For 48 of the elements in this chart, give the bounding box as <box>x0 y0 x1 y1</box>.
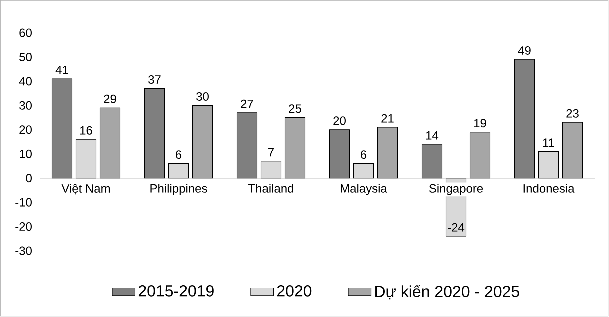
data-label: 30 <box>196 92 209 101</box>
data-label: 49 <box>518 46 531 55</box>
bar <box>377 127 398 179</box>
bar <box>284 118 306 179</box>
data-label: 27 <box>241 100 254 108</box>
bar <box>192 105 214 179</box>
data-label: 16 <box>80 126 92 135</box>
legend-label: 2020 <box>277 286 312 297</box>
data-label: 14 <box>426 131 439 140</box>
data-label: 6 <box>176 150 182 160</box>
x-tick-label: Philippines <box>150 184 208 196</box>
y-tick-label: -10 <box>16 198 32 207</box>
bar <box>76 139 97 179</box>
bar <box>562 122 584 179</box>
y-tick-label: -30 <box>16 246 32 256</box>
y-tick-label: 40 <box>19 77 32 86</box>
data-label: 29 <box>104 94 116 104</box>
data-label: 11 <box>543 138 554 147</box>
data-label: 19 <box>474 119 486 128</box>
x-tick-label: Indonesia <box>524 184 575 193</box>
data-label: 7 <box>268 148 274 157</box>
y-tick-label: 0 <box>26 174 32 183</box>
data-label: 21 <box>382 114 394 123</box>
x-tick-label: Việt Nam <box>62 184 110 195</box>
bar <box>470 132 491 179</box>
legend-label: 2015-2019 <box>138 286 214 297</box>
x-tick-label: Singapore <box>429 184 484 196</box>
bar <box>260 161 282 179</box>
y-tick-label: -20 <box>16 222 32 232</box>
data-label: 41 <box>56 66 68 74</box>
data-label: 20 <box>334 116 346 126</box>
bar <box>538 151 560 179</box>
bar <box>100 108 121 179</box>
data-label: 25 <box>289 104 302 114</box>
bar <box>168 164 190 179</box>
legend-label: Dự kiến 2020 - 2025 <box>376 284 520 300</box>
y-tick-label: 30 <box>20 101 32 110</box>
y-tick-label: 50 <box>20 52 32 62</box>
x-tick-label: Malaysia <box>341 184 388 196</box>
bar <box>353 164 374 179</box>
data-label: -24 <box>448 223 465 232</box>
data-label: 23 <box>566 109 579 118</box>
y-tick-label: 60 <box>20 28 32 38</box>
data-label: 37 <box>148 76 161 84</box>
y-tick-label: 10 <box>20 150 32 158</box>
y-tick-label: 20 <box>20 126 32 134</box>
data-label: 6 <box>361 150 367 160</box>
x-tick-label: Thailand <box>248 184 294 193</box>
